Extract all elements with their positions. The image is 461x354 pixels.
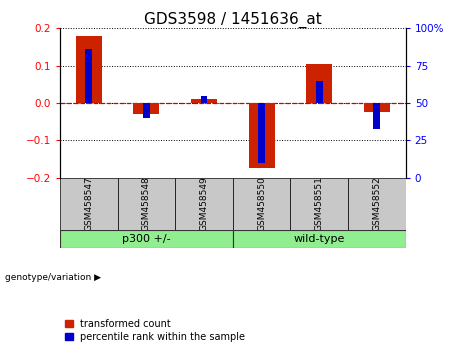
Bar — [60, 230, 233, 248]
Bar — [290, 178, 348, 230]
Bar — [316, 81, 323, 103]
Text: GSM458550: GSM458550 — [257, 176, 266, 231]
Title: GDS3598 / 1451636_at: GDS3598 / 1451636_at — [144, 12, 322, 28]
Text: GSM458548: GSM458548 — [142, 176, 151, 231]
Bar — [348, 178, 406, 230]
Text: p300 +/-: p300 +/- — [122, 234, 171, 244]
Bar — [118, 178, 175, 230]
Legend: transformed count, percentile rank within the sample: transformed count, percentile rank withi… — [65, 319, 245, 342]
Text: GSM458551: GSM458551 — [315, 176, 324, 231]
Bar — [373, 103, 380, 129]
Bar — [60, 178, 118, 230]
Bar — [85, 49, 92, 103]
Bar — [133, 103, 160, 114]
Bar — [364, 103, 390, 112]
Bar — [191, 99, 217, 103]
Bar — [248, 103, 275, 168]
Text: GSM458552: GSM458552 — [372, 176, 381, 231]
Text: GSM458547: GSM458547 — [84, 176, 93, 231]
Text: genotype/variation ▶: genotype/variation ▶ — [5, 273, 100, 282]
Bar — [306, 64, 332, 103]
Bar — [258, 103, 265, 163]
Bar — [233, 230, 406, 248]
Text: wild-type: wild-type — [294, 234, 345, 244]
Bar — [201, 96, 207, 103]
Bar — [175, 178, 233, 230]
Bar — [233, 178, 290, 230]
Bar — [143, 103, 150, 118]
Text: GSM458549: GSM458549 — [200, 176, 208, 231]
Bar — [76, 36, 102, 103]
